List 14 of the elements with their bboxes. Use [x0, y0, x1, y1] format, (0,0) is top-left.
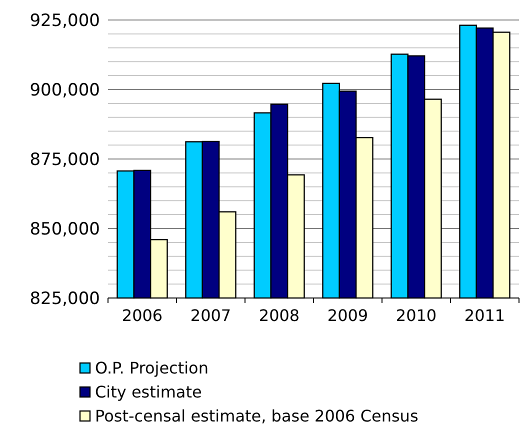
legend-label: O.P. Projection [95, 358, 208, 378]
y-tick-label: 900,000 [30, 80, 100, 100]
x-tick-label: 2009 [327, 306, 368, 325]
legend-label: City estimate [95, 382, 202, 402]
x-tick-label: 2010 [396, 306, 437, 325]
x-tick-label: 2008 [258, 306, 300, 325]
y-tick-label: 925,000 [30, 10, 100, 31]
x-tick-label: 2007 [190, 306, 232, 325]
y-tick-label: 850,000 [30, 219, 100, 240]
x-tick-label: 2011 [464, 306, 506, 325]
y-tick-label: 875,000 [30, 150, 100, 170]
y-tick-label: 825,000 [30, 288, 100, 309]
legend-label: Post-censal estimate, base 2006 Census [95, 406, 418, 426]
x-tick-label: 2006 [122, 306, 163, 325]
